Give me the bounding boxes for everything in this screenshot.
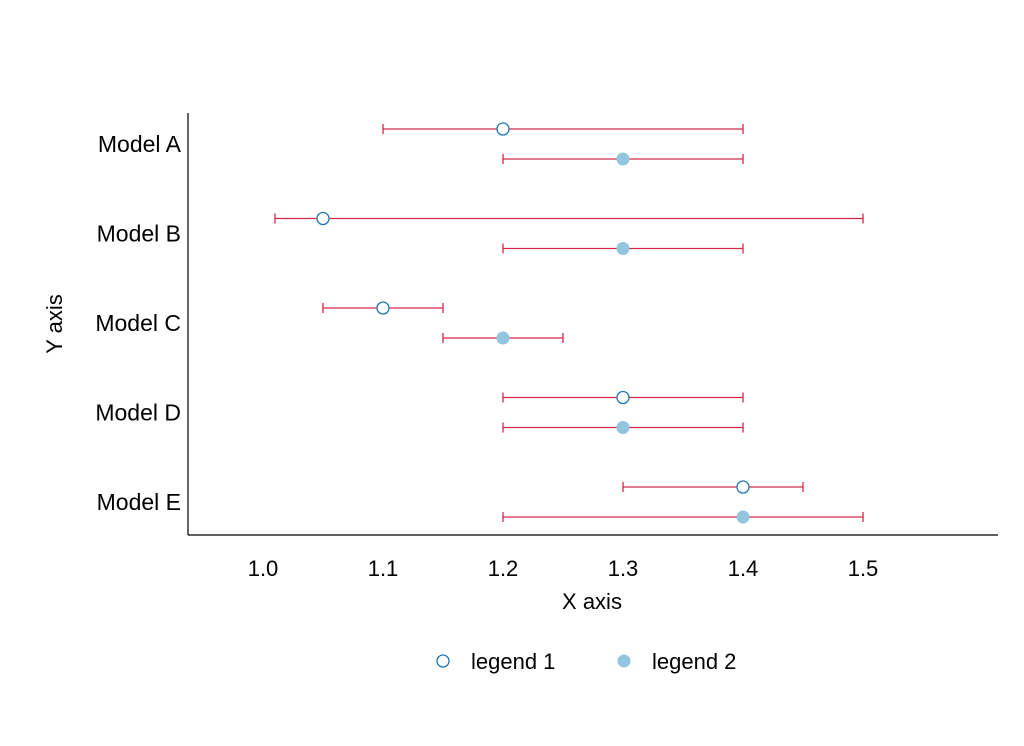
y-category-label: Model C: [95, 310, 181, 336]
series-1-model-a-point: [496, 122, 510, 136]
x-tick-label: 1.0: [248, 556, 279, 581]
y-category-label: Model D: [95, 400, 181, 426]
legend-1-marker: [436, 654, 450, 668]
x-tick-label: 1.5: [848, 556, 879, 581]
x-tick-label: 1.3: [608, 556, 639, 581]
data-points: [316, 122, 750, 524]
legend: legend 1 legend 2: [436, 649, 736, 674]
series-1-model-b-point: [316, 211, 330, 226]
x-tick-label: 1.4: [728, 556, 759, 581]
y-axis-title: Y axis: [42, 294, 67, 354]
series-1-model-e-point: [736, 480, 750, 494]
y-category-labels: Model A Model B Model C Model D Model E: [95, 131, 181, 515]
x-tick-label: 1.2: [488, 556, 519, 581]
legend-1-label: legend 1: [471, 649, 555, 674]
legend-2-marker: [617, 654, 631, 668]
series-1-model-c-point: [376, 301, 390, 315]
y-category-label: Model A: [98, 131, 182, 157]
axes: [187, 113, 998, 536]
series-2-model-d-point: [616, 421, 630, 434]
x-tick-label: 1.1: [368, 556, 399, 581]
x-tick-labels: 1.0 1.1 1.2 1.3 1.4 1.5: [248, 556, 879, 581]
error-bars: [274, 124, 864, 522]
series-2-model-c-point: [496, 331, 510, 345]
y-category-label: Model B: [97, 221, 181, 247]
x-axis-title: X axis: [562, 589, 622, 614]
series-2-model-b-point: [616, 242, 630, 255]
series-2-model-e-point: [736, 510, 750, 524]
series-1-model-d-point: [616, 390, 630, 405]
y-category-label: Model E: [97, 489, 181, 515]
legend-2-label: legend 2: [652, 649, 736, 674]
series-2-model-a-point: [616, 152, 630, 166]
